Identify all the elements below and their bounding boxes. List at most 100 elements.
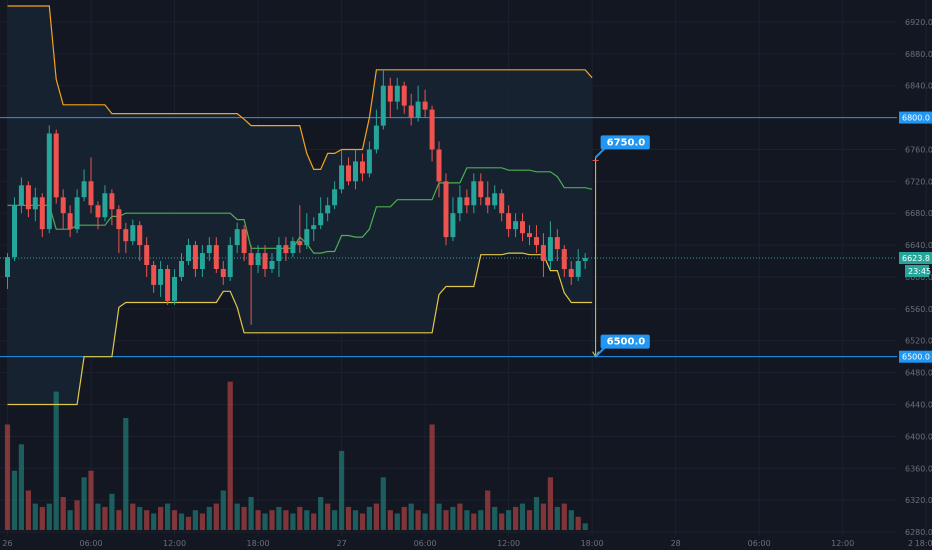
target-low-callout-label: 6500.0 bbox=[607, 337, 646, 348]
volume-bar bbox=[95, 503, 101, 530]
candle-body bbox=[165, 269, 171, 301]
candle-body bbox=[332, 189, 338, 206]
candle-body bbox=[241, 229, 247, 254]
volume-bar bbox=[262, 513, 268, 530]
y-tick-label: 6520.0 bbox=[905, 337, 932, 346]
volume-bar bbox=[25, 490, 31, 530]
x-tick-label: 06:00 bbox=[79, 539, 102, 548]
candle-body bbox=[123, 229, 129, 242]
volume-bar bbox=[74, 500, 80, 530]
volume-bar bbox=[109, 493, 115, 531]
volume-bar bbox=[352, 510, 359, 530]
y-tick-label: 6280.0 bbox=[905, 528, 932, 537]
candle-body bbox=[206, 245, 212, 254]
candle-body bbox=[380, 85, 386, 126]
candle-body bbox=[158, 269, 164, 285]
x-tick-label: 12:00 bbox=[497, 539, 520, 548]
candle-body bbox=[401, 85, 407, 106]
volume-bar bbox=[311, 513, 317, 530]
volume-bar bbox=[519, 503, 526, 530]
volume-bar bbox=[506, 510, 512, 530]
candle-body bbox=[74, 197, 80, 230]
volume-bar bbox=[304, 510, 310, 530]
countdown-label: 23:45 bbox=[908, 267, 931, 276]
volume-bar bbox=[457, 503, 463, 530]
candle-body bbox=[116, 209, 122, 230]
candle-body bbox=[255, 253, 261, 266]
candle-body bbox=[415, 101, 421, 118]
candle-body bbox=[102, 193, 108, 218]
y-tick-label: 6680.0 bbox=[905, 209, 932, 218]
candle-body bbox=[464, 197, 470, 206]
volume-bar bbox=[206, 506, 212, 530]
candle-body bbox=[290, 241, 296, 254]
candle-body bbox=[485, 197, 491, 206]
volume-bar bbox=[443, 510, 449, 530]
volume-bar bbox=[255, 510, 261, 530]
y-tick-label: 6480.0 bbox=[905, 369, 932, 378]
target-low-callout-box bbox=[600, 334, 650, 349]
volume-bar bbox=[137, 506, 143, 530]
candle-body bbox=[582, 258, 588, 261]
volume-bar bbox=[18, 444, 24, 530]
volume-bar bbox=[276, 506, 282, 530]
lower-band-line bbox=[7, 252, 593, 406]
volume-bar bbox=[151, 513, 157, 530]
candle-body bbox=[283, 245, 289, 254]
volume-bar bbox=[123, 418, 129, 530]
volume-bar bbox=[436, 503, 442, 530]
volume-bar bbox=[561, 503, 567, 530]
candle-body bbox=[387, 85, 393, 102]
volume-bar bbox=[39, 506, 45, 530]
candle-body bbox=[297, 241, 303, 246]
candle-body bbox=[60, 197, 66, 214]
candle-body bbox=[220, 269, 226, 277]
volume-bar bbox=[318, 497, 324, 530]
y-tick-label: 6640.0 bbox=[905, 241, 932, 250]
level-price-tag bbox=[899, 111, 932, 124]
volume-bar bbox=[373, 503, 379, 530]
y-tick-label: 6360.0 bbox=[905, 464, 932, 473]
volume-bar bbox=[394, 513, 400, 530]
candle-body bbox=[575, 261, 581, 277]
candle-body bbox=[172, 277, 177, 301]
candle-body bbox=[46, 133, 52, 230]
volume-bar bbox=[401, 506, 407, 530]
volume-bar bbox=[227, 381, 233, 530]
candle-body bbox=[318, 213, 324, 226]
candle-body bbox=[151, 265, 157, 285]
x-tick-label: 06:00 bbox=[748, 539, 771, 548]
candle-body bbox=[179, 261, 184, 277]
volume-bar bbox=[269, 510, 275, 530]
candle-body bbox=[95, 205, 101, 218]
volume-bar bbox=[540, 503, 546, 530]
volume-bar bbox=[450, 506, 456, 530]
countdown-tag bbox=[905, 265, 929, 278]
y-tick-label: 6400.0 bbox=[905, 432, 932, 441]
candle-body bbox=[353, 161, 358, 182]
axis-layer: 6920.0 6880.0 6840.0 6800.0 6760.0 6720.0 6680… bbox=[2, 18, 932, 548]
candle-body bbox=[366, 149, 372, 174]
candle-body bbox=[492, 193, 498, 206]
level-price-label: 6500.0 bbox=[902, 353, 930, 362]
volume-bar bbox=[575, 516, 581, 530]
x-tick-label: 12:00 bbox=[163, 539, 186, 548]
last-price-label: 6623.8 bbox=[902, 254, 930, 263]
candle-body bbox=[276, 245, 282, 261]
volume-bar bbox=[199, 513, 205, 530]
x-tick-label: 18:00 bbox=[581, 539, 604, 548]
volume-bar bbox=[102, 506, 108, 530]
volume-bar bbox=[192, 510, 198, 530]
y-tick-label: 6720.0 bbox=[905, 177, 932, 186]
volume-bar bbox=[499, 513, 505, 530]
volume-bar bbox=[387, 510, 393, 530]
volume-bar bbox=[130, 503, 136, 530]
candle-body bbox=[32, 197, 38, 210]
candle-body bbox=[499, 193, 505, 214]
candle-body bbox=[540, 245, 546, 261]
y-tick-label: 6920.0 bbox=[905, 18, 932, 27]
volume-bar bbox=[429, 424, 435, 530]
volume-bar bbox=[513, 506, 519, 530]
